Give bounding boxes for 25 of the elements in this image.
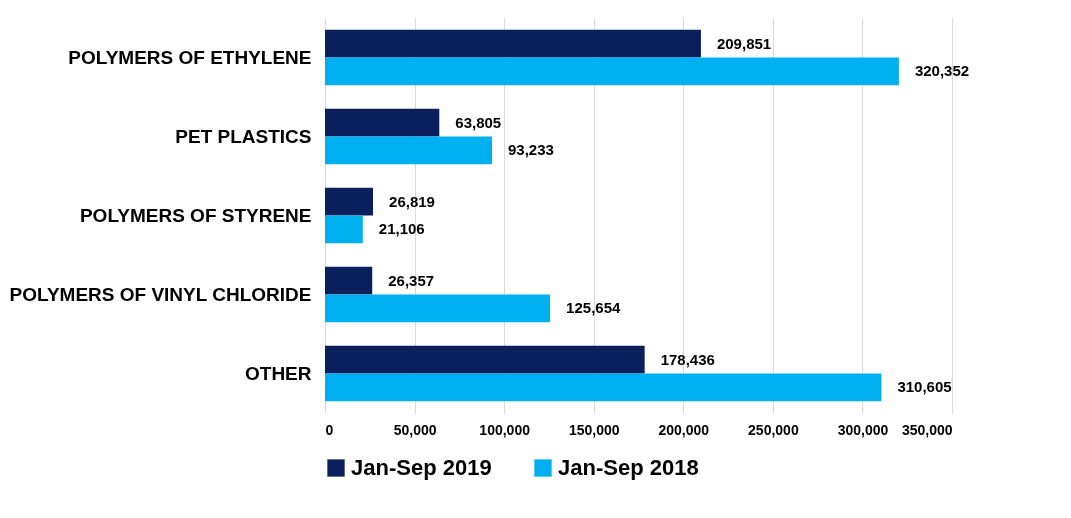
data-label: 63,805 xyxy=(455,113,502,131)
legend-label: Jan-Sep 2019 xyxy=(351,455,492,480)
data-label: 209,851 xyxy=(716,34,772,52)
x-tick-label: 150,000 xyxy=(568,421,620,438)
x-tick-label: 50,000 xyxy=(393,421,437,438)
y-tick-label: PET PLASTICS xyxy=(175,125,312,147)
data-label: 26,357 xyxy=(388,271,435,289)
data-label: 21,106 xyxy=(378,220,425,238)
data-label: 320,352 xyxy=(914,62,970,80)
y-tick-label: POLYMERS OF VINYL CHLORIDE xyxy=(9,283,312,305)
data-label: 178,436 xyxy=(660,350,715,368)
x-tick-label: 200,000 xyxy=(658,421,710,438)
x-tick-label: 300,000 xyxy=(837,421,889,438)
y-tick-label: POLYMERS OF STYRENE xyxy=(79,204,312,226)
data-label: 310,605 xyxy=(897,378,952,396)
x-tick-label: 250,000 xyxy=(748,421,799,438)
y-tick-label: OTHER xyxy=(245,362,312,384)
x-tick-label: 100,000 xyxy=(479,421,531,438)
legend-label: Jan-Sep 2018 xyxy=(558,455,699,480)
data-label: 93,233 xyxy=(508,141,554,159)
x-tick-label: 0 xyxy=(325,421,334,438)
data-label: 26,819 xyxy=(389,192,435,210)
x-tick-label: 350,000 xyxy=(901,421,953,438)
y-tick-label: POLYMERS OF ETHYLENE xyxy=(68,46,312,68)
data-label: 125,654 xyxy=(566,299,621,317)
